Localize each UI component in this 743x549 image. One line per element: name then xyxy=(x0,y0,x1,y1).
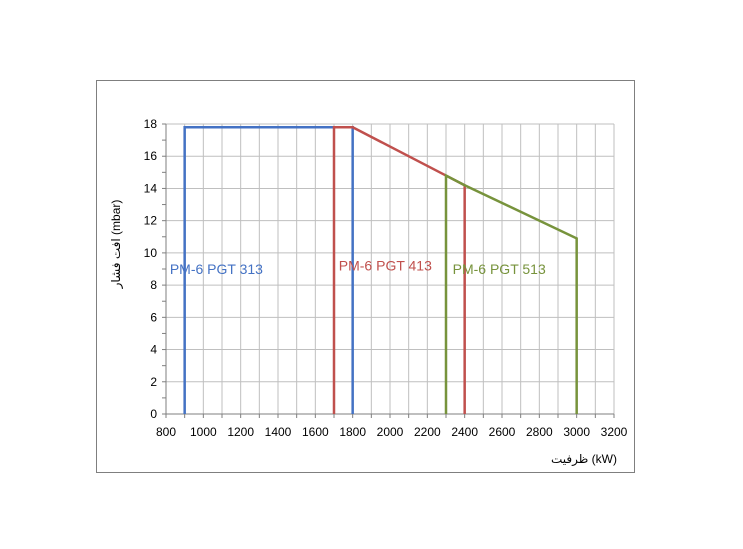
x-tick-label: 2400 xyxy=(451,425,478,439)
series-line xyxy=(183,125,354,414)
x-tick-label: 1000 xyxy=(190,425,217,439)
series-line xyxy=(332,125,466,414)
series-label: PM-6 PGT 413 xyxy=(339,258,432,274)
y-tick-label: 0 xyxy=(150,407,157,421)
x-tick-label: 800 xyxy=(156,425,176,439)
tick-layer: 0 2 4 6 8 10 12 14 16 18 800 1000 1200 1400 1600 1800 20… xyxy=(144,117,628,439)
chart-frame: 0 2 4 6 8 10 12 14 16 18 800 1000 1200 1400 1600 1800 20… xyxy=(96,80,635,473)
x-tick-label: 1400 xyxy=(265,425,292,439)
series-layer xyxy=(183,125,578,414)
x-tick-label: 1600 xyxy=(302,425,329,439)
x-tick-label: 1200 xyxy=(227,425,254,439)
label-layer: PM-6 PGT 313 PM-6 PGT 413 PM-6 PGT 513 xyxy=(170,258,546,277)
y-tick-label: 8 xyxy=(150,278,157,292)
x-tick-label: 2600 xyxy=(489,425,516,439)
y-tick-label: 18 xyxy=(144,117,158,131)
x-tick-label: 1800 xyxy=(339,425,366,439)
y-tick-label: 14 xyxy=(144,181,158,195)
series-label: PM-6 PGT 513 xyxy=(453,261,546,277)
x-tick-label: 2200 xyxy=(414,425,441,439)
x-tick-label: 2000 xyxy=(377,425,404,439)
series-label: PM-6 PGT 313 xyxy=(170,261,263,277)
chart-svg: 0 2 4 6 8 10 12 14 16 18 800 1000 1200 1400 1600 1800 20… xyxy=(109,117,628,467)
x-tick-label: 3000 xyxy=(563,425,590,439)
y-tick-label: 2 xyxy=(150,375,157,389)
y-axis-title: افت فشار (mbar) xyxy=(109,200,124,290)
y-tick-label: 12 xyxy=(144,214,158,228)
y-tick-label: 10 xyxy=(144,246,158,260)
y-tick-label: 16 xyxy=(144,149,158,163)
y-tick-label: 6 xyxy=(150,310,157,324)
x-tick-label: 2800 xyxy=(526,425,553,439)
series-line xyxy=(444,173,578,414)
x-tick-label: 3200 xyxy=(601,425,628,439)
y-tick-label: 4 xyxy=(150,343,157,357)
x-axis-title: ظرفیت (kW) xyxy=(551,452,617,467)
